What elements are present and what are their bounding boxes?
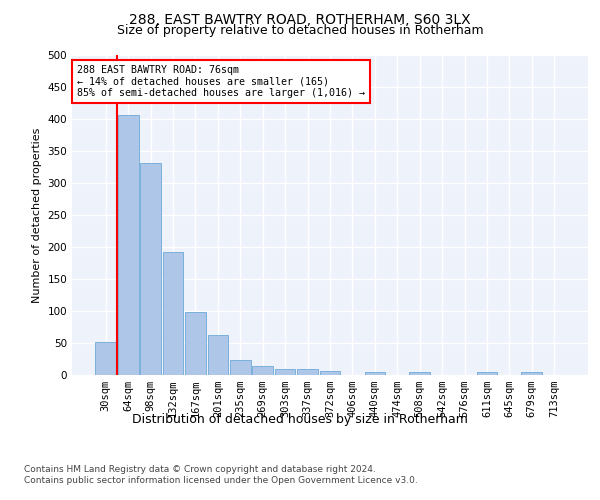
Text: 288 EAST BAWTRY ROAD: 76sqm
← 14% of detached houses are smaller (165)
85% of se: 288 EAST BAWTRY ROAD: 76sqm ← 14% of det… [77, 64, 365, 98]
Bar [118, 114, 139, 375]
Text: Size of property relative to detached houses in Rotherham: Size of property relative to detached ho… [116, 24, 484, 37]
Bar [208, 334, 228, 375]
Bar [275, 368, 295, 375]
Text: 288, EAST BAWTRY ROAD, ROTHERHAM, S60 3LX: 288, EAST BAWTRY ROAD, ROTHERHAM, S60 3L… [129, 12, 471, 26]
Text: Contains HM Land Registry data © Crown copyright and database right 2024.: Contains HM Land Registry data © Crown c… [24, 465, 376, 474]
Bar [476, 372, 497, 375]
Bar [521, 372, 542, 375]
Bar [409, 372, 430, 375]
Bar [297, 368, 318, 375]
Bar [185, 312, 206, 375]
Bar [230, 360, 251, 375]
Bar [253, 366, 273, 375]
Text: Distribution of detached houses by size in Rotherham: Distribution of detached houses by size … [132, 412, 468, 426]
Text: Contains public sector information licensed under the Open Government Licence v3: Contains public sector information licen… [24, 476, 418, 485]
Bar [140, 162, 161, 375]
Bar [95, 342, 116, 375]
Bar [320, 371, 340, 375]
Bar [365, 372, 385, 375]
Y-axis label: Number of detached properties: Number of detached properties [32, 128, 42, 302]
Bar [163, 252, 184, 375]
